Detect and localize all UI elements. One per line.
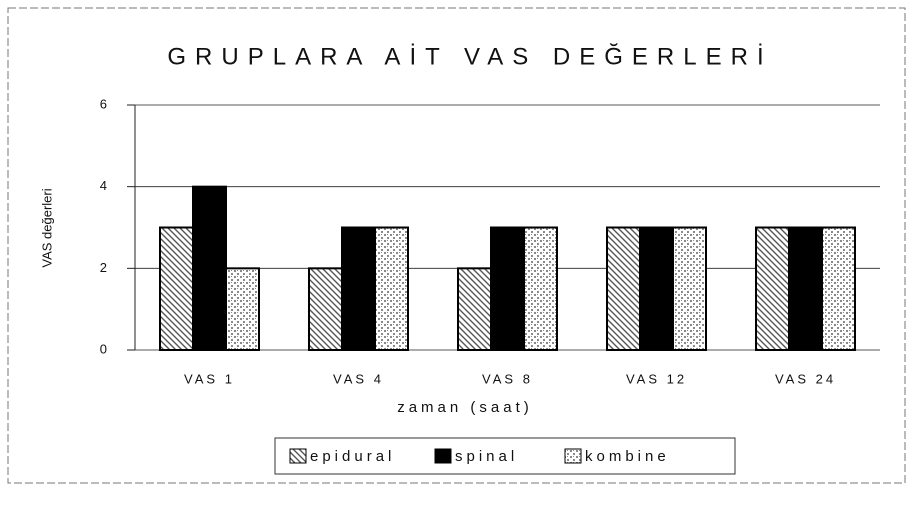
y-axis-label: VAS değerleri [39, 188, 54, 267]
y-tick-label: 6 [100, 96, 107, 111]
bar [308, 267, 343, 352]
y-tick-label: 4 [100, 178, 107, 193]
bar [821, 226, 856, 351]
x-axis-label: zaman (saat) [397, 399, 533, 416]
x-tick-label: VAS 12 [626, 371, 687, 386]
bar [606, 226, 641, 351]
bar [225, 267, 260, 352]
legend-label: spinal [455, 448, 518, 465]
legend-box [274, 437, 736, 475]
bar [639, 226, 674, 351]
bar [755, 226, 790, 351]
frame [7, 7, 906, 484]
x-tick-label: VAS 1 [184, 371, 235, 386]
y-tick-label: 2 [100, 260, 107, 275]
bar [192, 185, 227, 351]
bar [788, 226, 823, 351]
bar [341, 226, 376, 351]
bar [672, 226, 707, 351]
legend-swatch [289, 448, 307, 464]
x-tick-label: VAS 4 [333, 371, 384, 386]
legend-label: epidural [310, 448, 395, 465]
x-tick-label: VAS 8 [482, 371, 533, 386]
bar [374, 226, 409, 351]
legend-swatch [434, 448, 452, 464]
bar [523, 226, 558, 351]
legend-label: kombine [585, 448, 670, 465]
chart-title: GRUPLARA AİT VAS DEĞERLERİ [167, 43, 772, 70]
x-tick-label: VAS 24 [775, 371, 836, 386]
legend-swatch [564, 448, 582, 464]
bar [159, 226, 194, 351]
bar [490, 226, 525, 351]
y-tick-label: 0 [100, 341, 107, 356]
bar [457, 267, 492, 352]
